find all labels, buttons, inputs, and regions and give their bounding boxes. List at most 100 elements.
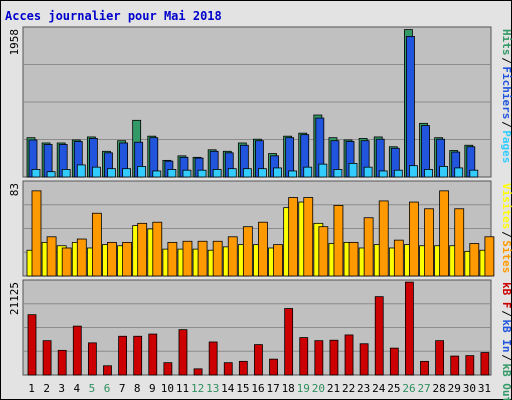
bar-kb-f: [118, 335, 127, 376]
bar-kb-f: [87, 342, 97, 376]
bar-pages: [409, 165, 418, 178]
legend-pages: Pages: [500, 130, 512, 163]
bar-sites: [454, 208, 465, 277]
legend-separator: /: [500, 354, 512, 361]
bar-sites: [288, 197, 299, 277]
x-tick-label: 20: [312, 382, 325, 395]
x-tick-label: 12: [191, 382, 204, 395]
x-tick-label: 13: [206, 382, 219, 395]
bar-kb-f: [27, 314, 37, 376]
x-tick-label: 27: [417, 382, 430, 395]
bar-pages: [424, 169, 433, 178]
chart-title: Acces journalier pour Mai 2018: [5, 9, 222, 23]
bar-sites: [409, 201, 419, 277]
bar-kb-f: [238, 360, 248, 376]
x-tick-label: 24: [372, 382, 386, 395]
bar-pages: [454, 167, 464, 178]
bar-kb-f: [405, 281, 414, 376]
panel-2-max-label: 83: [8, 183, 21, 196]
bar-kb-f: [480, 352, 490, 376]
x-tick-label: 1: [28, 382, 35, 395]
x-tick-label: 26: [402, 382, 415, 395]
bar-sites: [61, 247, 72, 277]
panel-1-max-label: 1958: [8, 29, 21, 56]
bar-sites: [197, 240, 208, 277]
bar-sites: [258, 221, 268, 277]
bar-pages: [333, 169, 343, 178]
x-tick-label: 28: [433, 382, 446, 395]
bar-kb-f: [42, 340, 52, 376]
bar-kb-f: [359, 343, 369, 376]
x-tick-label: 29: [448, 382, 461, 395]
bar-pages: [469, 169, 479, 178]
legend-kb-out: kB Out: [500, 363, 512, 400]
x-tick-label: 23: [357, 382, 370, 395]
bar-kb-f: [133, 335, 143, 376]
bar-kb-f: [193, 368, 203, 376]
legend-separator: /: [500, 57, 512, 64]
legend-fichiers: Fichiers: [500, 66, 512, 119]
bar-kb-f: [314, 340, 324, 376]
x-tick-label: 31: [478, 382, 491, 395]
bar-sites: [484, 236, 495, 277]
bar-pages: [182, 169, 192, 178]
bar-sites: [242, 226, 253, 277]
bar-kb-f: [223, 362, 233, 376]
bar-sites: [167, 241, 178, 277]
bar-kb-f: [103, 365, 112, 376]
bar-kb-f: [269, 358, 278, 376]
x-tick-label: 2: [43, 382, 50, 395]
bar-pages: [363, 166, 373, 178]
bar-sites: [318, 226, 329, 277]
bar-pages: [152, 170, 162, 178]
bar-sites: [439, 190, 450, 277]
bar-sites: [348, 241, 359, 277]
x-tick-label: 11: [176, 382, 189, 395]
x-tick-label: 8: [134, 382, 141, 395]
bar-sites: [31, 190, 42, 277]
bar-kb-f: [208, 341, 218, 376]
legend-kb-f: kB F: [500, 282, 512, 309]
x-tick-label: 5: [89, 382, 96, 395]
bar-pages: [378, 170, 388, 178]
bar-pages: [212, 169, 222, 178]
bar-kb-f: [329, 339, 339, 376]
bar-pages: [122, 168, 131, 178]
x-tick-label: 15: [236, 382, 249, 395]
bar-pages: [197, 169, 207, 178]
bar-kb-f: [72, 325, 82, 376]
bar-kb-f: [178, 329, 188, 376]
x-tick-label: 19: [297, 382, 310, 395]
bar-kb-f: [57, 349, 67, 376]
bar-pages: [393, 169, 403, 178]
panel-3-max-label: 21125: [8, 282, 21, 315]
bar-pages: [31, 169, 41, 178]
bar-fichiers: [406, 36, 415, 178]
bar-kb-f: [435, 340, 445, 376]
x-tick-label: 7: [119, 382, 126, 395]
bar-pages: [61, 169, 71, 178]
bar-kb-f: [254, 344, 263, 376]
x-tick-label: 3: [58, 382, 65, 395]
x-tick-label: 30: [463, 382, 476, 395]
bar-kb-f: [148, 333, 158, 376]
bar-sites: [182, 240, 193, 277]
bar-pages: [273, 167, 282, 178]
bar-kb-f: [284, 308, 294, 376]
bar-pages: [303, 166, 313, 178]
bar-pages: [76, 164, 86, 178]
bar-sites: [363, 217, 374, 277]
legend-separator: /: [500, 310, 512, 317]
bar-sites: [273, 244, 283, 277]
bar-sites: [303, 197, 314, 277]
x-tick-label: 6: [104, 382, 111, 395]
bar-sites: [76, 238, 87, 277]
x-tick-label: 16: [251, 382, 264, 395]
bar-kb-f: [299, 337, 309, 376]
bar-kb-f: [344, 334, 354, 376]
bar-sites: [378, 200, 389, 277]
bar-sites: [424, 208, 434, 277]
bar-sites: [46, 236, 57, 277]
bar-pages: [91, 166, 101, 178]
legend-visites: Visites: [500, 183, 512, 229]
